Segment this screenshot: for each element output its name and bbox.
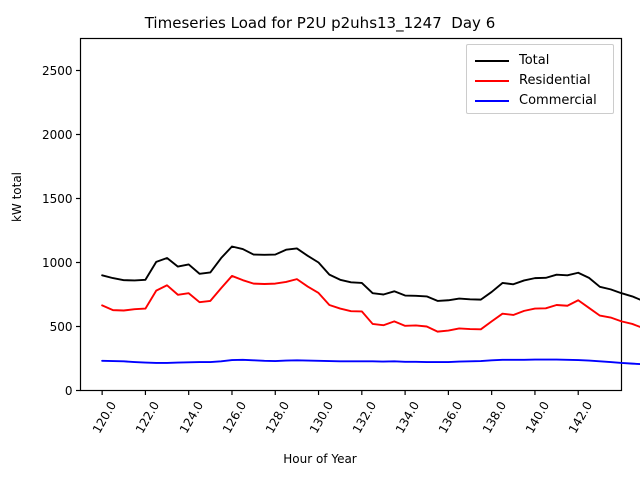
y-tick-label: 2500 [41, 63, 73, 78]
y-tick-label: 2000 [41, 127, 73, 142]
chart-title: Timeseries Load for P2U p2uhs13_1247 Day… [144, 14, 496, 32]
legend-swatch-icon [475, 100, 509, 102]
y-tick-label: 500 [49, 319, 73, 334]
y-tick-label: 1000 [41, 255, 73, 270]
tick-marks [76, 69, 579, 395]
legend-label: Residential [519, 73, 591, 88]
series-line [101, 358, 640, 366]
legend: Total Residential Commercial [466, 44, 614, 114]
y-tick-label: 0 [64, 383, 73, 398]
series-line [101, 274, 640, 333]
x-axis-label: Hour of Year [283, 452, 357, 466]
legend-swatch-icon [475, 60, 509, 62]
legend-swatch-icon [475, 80, 509, 82]
legend-label: Commercial [519, 93, 597, 108]
series-line [101, 245, 640, 302]
legend-item: Commercial [475, 92, 597, 110]
axes-frame [79, 37, 623, 392]
y-tick-label: 1500 [41, 191, 73, 206]
legend-item: Residential [475, 72, 591, 90]
legend-label: Total [519, 53, 550, 68]
series-lines [101, 245, 640, 366]
legend-item: Total [475, 52, 549, 70]
